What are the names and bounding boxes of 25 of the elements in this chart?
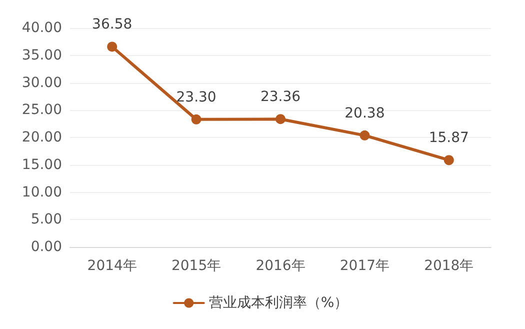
point: [360, 130, 370, 140]
y-tick-label: 20.00: [22, 130, 62, 146]
y-tick-label: 15.00: [22, 156, 62, 173]
text: 20.38: [344, 105, 385, 122]
text: 23.30: [176, 89, 216, 106]
y-tick-label: 40.00: [22, 20, 62, 36]
y-tick-label: 35.00: [22, 47, 62, 64]
legend-label: 营业成本利润率（%）: [208, 295, 348, 311]
point: [444, 155, 454, 166]
point: [191, 114, 202, 124]
x-tick-label: 2016年: [256, 258, 306, 274]
x-tick-label: 2018年: [424, 258, 474, 274]
y-tick-label: 0.00: [30, 239, 62, 255]
point: [276, 114, 286, 124]
y-tick-label: 30.00: [22, 74, 62, 91]
point: [107, 42, 118, 52]
text: 36.58: [92, 16, 132, 33]
x-tick-label: 2015年: [171, 258, 222, 274]
y-tick-label: 5.00: [30, 212, 62, 228]
x-tick-label: 2014年: [87, 258, 137, 274]
y-tick-label: 10.00: [22, 184, 62, 200]
text: 23.36: [260, 89, 301, 106]
y-tick-label: 25.00: [22, 102, 62, 118]
text: 15.87: [428, 130, 469, 146]
x-tick-label: 2017年: [340, 258, 390, 274]
